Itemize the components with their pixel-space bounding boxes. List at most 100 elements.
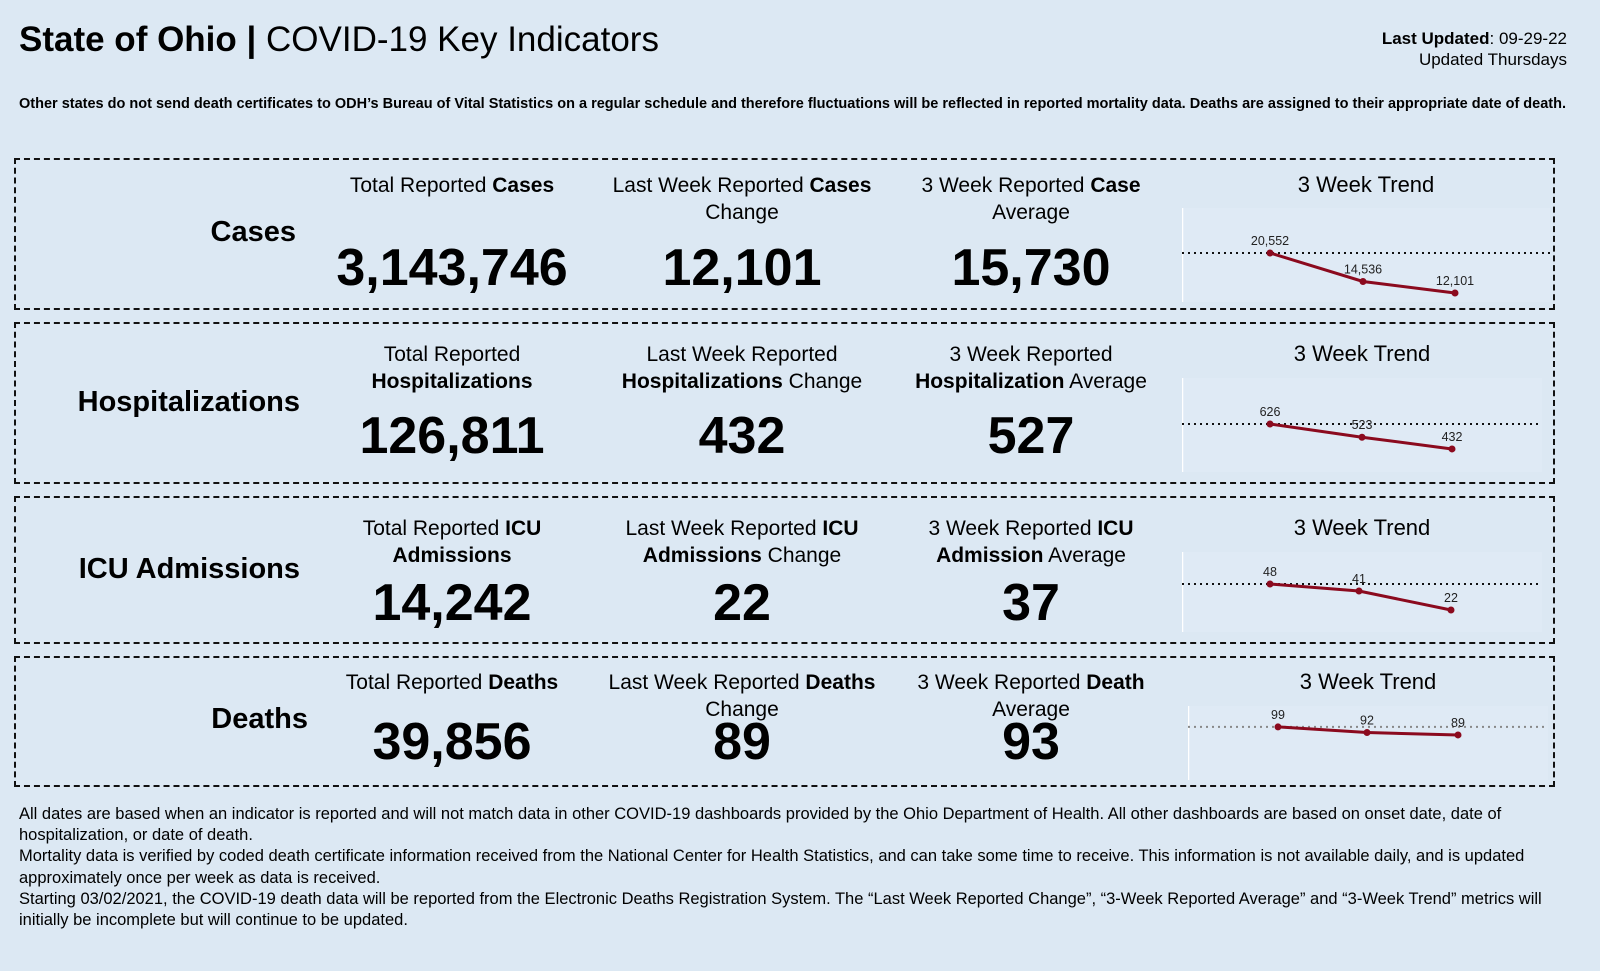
data-label: 20,552 <box>1251 234 1289 248</box>
indicator-heading: Total Reported Hospitalizations <box>307 341 597 395</box>
indicator-heading: 3 Week Reported ICU Admission Average <box>886 515 1176 569</box>
footer-notes: All dates are based when an indicator is… <box>19 804 1589 931</box>
heading-part: 3 Week Reported <box>917 671 1087 694</box>
data-label: 14,536 <box>1344 262 1382 276</box>
plot-area <box>1182 208 1550 302</box>
update-schedule: Updated Thursdays <box>1418 50 1567 69</box>
data-label: 432 <box>1442 430 1463 444</box>
footer-note: All dates are based when an indicator is… <box>19 805 1502 845</box>
trend-point <box>1358 433 1366 441</box>
trend-chart: 99 92 89 <box>1188 706 1548 780</box>
heading-part: Last Week Reported <box>625 517 823 540</box>
heading-part: 3 Week Reported <box>949 343 1113 366</box>
trend-title: 3 Week Trend <box>1299 669 1437 694</box>
data-label: 48 <box>1263 565 1277 579</box>
section-label: Deaths <box>211 703 308 735</box>
footer-note: Mortality data is verified by coded deat… <box>19 847 1525 887</box>
heading-part: Change <box>705 698 779 721</box>
heading-part: Cases <box>809 174 872 197</box>
heading-part: Last Week Reported <box>608 671 806 694</box>
indicator-value: 15,730 <box>951 239 1111 297</box>
data-label: 22 <box>1444 591 1458 605</box>
section-label: Hospitalizations <box>77 386 300 418</box>
indicator-heading: Last Week Reported Deaths Change <box>597 669 887 723</box>
trend-title: 3 Week Trend <box>1293 515 1431 540</box>
heading-part: Last Week Reported <box>612 174 810 197</box>
heading-part: Case <box>1090 174 1141 197</box>
trend-chart: 20,552 14,536 12,101 <box>1182 208 1550 302</box>
section-deaths <box>14 656 1555 787</box>
indicator-heading: Last Week Reported Cases Change <box>597 172 887 226</box>
indicator-value: 527 <box>987 407 1075 465</box>
trend-point <box>1266 249 1274 257</box>
title-bold: State of Ohio | <box>19 20 257 59</box>
plot-area <box>1182 378 1542 472</box>
section-label: Cases <box>210 216 296 248</box>
heading-part: Average <box>1043 544 1126 567</box>
heading-part: Average <box>1064 370 1147 393</box>
data-label: 89 <box>1451 716 1465 730</box>
trend-point <box>1266 420 1274 428</box>
indicator-heading: Last Week Reported ICU Admissions Change <box>597 515 887 569</box>
trend-point <box>1359 277 1367 285</box>
heading-part: Average <box>992 698 1070 721</box>
trend-point <box>1266 580 1274 588</box>
heading-part: Total Reported <box>345 671 489 694</box>
data-label: 12,101 <box>1436 274 1474 288</box>
page-title: State of Ohio | COVID-19 Key Indicators <box>19 20 659 60</box>
heading-part: Last Week Reported <box>646 343 838 366</box>
indicator-value: 12,101 <box>662 239 822 297</box>
heading-part: ICU Admissions <box>392 517 542 567</box>
indicator-value: 14,242 <box>372 574 532 632</box>
data-label: 92 <box>1360 714 1374 728</box>
trend-point <box>1451 289 1459 297</box>
heading-part: Change <box>705 201 779 224</box>
plot-area <box>1188 706 1548 780</box>
indicator-value: 3,143,746 <box>336 239 568 297</box>
trend-point <box>1448 445 1456 453</box>
trend-point <box>1447 606 1455 614</box>
trend-chart: 48 41 22 <box>1182 552 1542 632</box>
heading-part: Total Reported <box>349 174 493 197</box>
heading-part: ICU Admission <box>936 517 1134 567</box>
trend-point <box>1355 587 1363 595</box>
indicator-heading: 3 Week Reported Case Average <box>886 172 1176 226</box>
heading-part: Death <box>1086 671 1145 694</box>
footer-note: Starting 03/02/2021, the COVID-19 death … <box>19 889 1542 930</box>
section-cases <box>14 158 1555 310</box>
heading-part: Total Reported <box>362 517 506 540</box>
heading-part: Cases <box>492 174 555 197</box>
trend-title: 3 Week Trend <box>1297 172 1435 197</box>
heading-part: Hospitalizations <box>621 370 783 393</box>
mortality-note: Other states do not send death certifica… <box>19 96 1567 112</box>
trend-point <box>1454 731 1462 739</box>
trend-title: 3 Week Trend <box>1293 341 1431 366</box>
heading-part: Total Reported <box>383 343 521 366</box>
last-updated: Last Updated: 09-29-22 Updated Thursdays <box>1382 28 1567 70</box>
section-label: ICU Admissions <box>78 553 300 585</box>
indicator-heading: 3 Week Reported Hospitalization Average <box>886 341 1176 395</box>
indicator-value: 37 <box>1002 574 1060 632</box>
indicator-value: 93 <box>1002 713 1060 771</box>
indicator-heading: Last Week Reported Hospitalizations Chan… <box>597 341 887 395</box>
data-label: 626 <box>1260 405 1281 419</box>
indicator-heading: Total Reported Deaths <box>307 669 597 696</box>
last-updated-value: : 09-29-22 <box>1489 29 1568 48</box>
heading-part: Deaths <box>805 671 876 694</box>
section-icu-admissions <box>14 496 1555 644</box>
heading-part: 3 Week Reported <box>921 174 1091 197</box>
data-label: 41 <box>1352 572 1366 586</box>
indicator-value: 39,856 <box>372 713 532 771</box>
trend-chart: 626 523 432 <box>1182 378 1542 472</box>
data-label: 523 <box>1352 418 1373 432</box>
last-updated-label: Last Updated <box>1381 29 1490 48</box>
heading-part: ICU Admissions <box>642 517 859 567</box>
indicator-value: 89 <box>713 713 771 771</box>
heading-part: Hospitalization <box>915 370 1065 393</box>
indicator-value: 126,811 <box>359 407 545 465</box>
indicator-heading: Total Reported Cases <box>307 172 597 199</box>
indicator-value: 22 <box>713 574 771 632</box>
heading-part: Deaths <box>488 671 559 694</box>
title-rest: COVID-19 Key Indicators <box>256 20 659 59</box>
indicator-value: 432 <box>698 407 786 465</box>
